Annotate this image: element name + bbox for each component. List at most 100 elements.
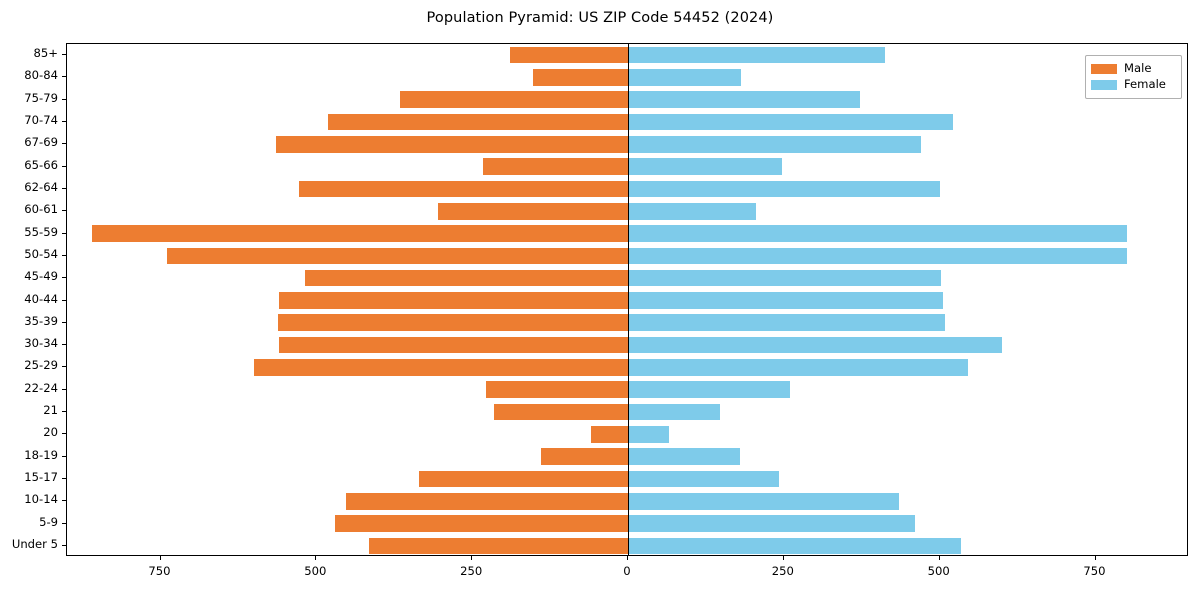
bar-male[interactable]	[540, 448, 628, 465]
bar-female[interactable]	[628, 180, 940, 198]
bar-female[interactable]	[628, 492, 900, 510]
y-axis-tick-label: 55-59	[24, 224, 58, 239]
bar-row	[67, 312, 1187, 334]
x-axis-tick-label: 0	[623, 564, 631, 578]
bar-male[interactable]	[298, 180, 628, 198]
chart-legend: Male Female	[1085, 55, 1182, 99]
y-axis-tick-label: 65-66	[24, 157, 58, 172]
zero-axis-line	[628, 44, 630, 555]
bar-female[interactable]	[628, 314, 945, 332]
bar-male[interactable]	[346, 492, 628, 510]
legend-item-female[interactable]: Female	[1091, 77, 1176, 93]
bar-female[interactable]	[628, 515, 915, 532]
bar-male[interactable]	[485, 381, 628, 398]
bar-female[interactable]	[628, 448, 741, 465]
bar-female[interactable]	[628, 470, 780, 488]
bar-male[interactable]	[275, 136, 628, 153]
bar-female[interactable]	[628, 336, 1002, 354]
bar-male[interactable]	[533, 69, 628, 86]
bar-row	[67, 445, 1187, 467]
x-axis-tick-label: 250	[460, 564, 483, 578]
bar-row	[67, 222, 1187, 244]
bar-female[interactable]	[628, 426, 669, 443]
bar-female[interactable]	[628, 292, 943, 309]
y-axis-tick-label: 15-17	[24, 469, 58, 484]
bar-female[interactable]	[628, 269, 941, 287]
y-axis-tick-label: 20	[43, 425, 58, 440]
bar-female[interactable]	[628, 158, 782, 175]
bar-female[interactable]	[628, 381, 791, 398]
bar-male[interactable]	[369, 537, 628, 555]
y-axis-tick-mark	[62, 411, 66, 413]
bar-male[interactable]	[509, 46, 628, 64]
bar-male[interactable]	[278, 292, 628, 309]
y-axis-tick-mark	[62, 433, 66, 435]
bar-female[interactable]	[628, 403, 720, 421]
bar-row	[67, 133, 1187, 155]
bar-row	[67, 111, 1187, 133]
bar-male[interactable]	[278, 336, 628, 354]
legend-item-male[interactable]: Male	[1091, 61, 1176, 77]
y-axis-tick-mark	[62, 344, 66, 346]
y-axis-tick-label: 85+	[33, 46, 58, 61]
bar-female[interactable]	[628, 225, 1127, 242]
bar-male[interactable]	[437, 202, 628, 220]
y-axis-tick-mark	[62, 544, 66, 546]
bar-row	[67, 379, 1187, 401]
bar-row	[67, 289, 1187, 311]
bar-female[interactable]	[628, 202, 756, 220]
x-axis-tick-label: 250	[771, 564, 794, 578]
bar-male[interactable]	[305, 269, 628, 287]
y-axis-tick-label: 10-14	[24, 492, 58, 507]
x-axis-tick-label: 750	[1083, 564, 1106, 578]
bar-female[interactable]	[628, 69, 742, 86]
y-axis-tick-label: 40-44	[24, 291, 58, 306]
bar-row	[67, 89, 1187, 111]
bar-male[interactable]	[590, 426, 628, 443]
bar-male[interactable]	[91, 225, 628, 242]
x-axis-tick-label: 500	[304, 564, 327, 578]
bar-female[interactable]	[628, 113, 954, 131]
bar-female[interactable]	[628, 247, 1127, 265]
bar-male[interactable]	[327, 113, 628, 131]
y-axis-tick-mark	[62, 388, 66, 390]
y-axis-tick-mark	[62, 321, 66, 323]
bar-male[interactable]	[277, 314, 628, 332]
y-axis-tick-label: 22-24	[24, 380, 58, 395]
y-axis-tick-mark	[62, 232, 66, 234]
y-axis-tick-label: 80-84	[24, 68, 58, 83]
bar-male[interactable]	[254, 359, 628, 376]
x-axis-tick-mark	[159, 556, 161, 560]
x-axis-tick-mark	[782, 556, 784, 560]
bar-male[interactable]	[166, 247, 628, 265]
bar-row	[67, 156, 1187, 178]
y-axis-tick-label: 5-9	[39, 514, 58, 529]
x-axis-tick-layer: 750 500 250 0 250 500 750	[0, 556, 1200, 600]
y-axis-tick-mark	[62, 121, 66, 123]
bar-female[interactable]	[628, 91, 860, 109]
bar-male[interactable]	[335, 515, 628, 532]
bar-male[interactable]	[400, 91, 628, 109]
y-axis-tick-mark	[62, 254, 66, 256]
legend-swatch-female-icon	[1091, 80, 1117, 90]
bar-row	[67, 334, 1187, 356]
y-axis-tick-label: 30-34	[24, 336, 58, 351]
bar-female[interactable]	[628, 46, 885, 64]
bar-row	[67, 356, 1187, 378]
bar-female[interactable]	[628, 359, 968, 376]
y-axis-tick-mark	[62, 165, 66, 167]
bar-row	[67, 44, 1187, 66]
x-axis-tick-mark	[627, 556, 628, 560]
bar-row	[67, 245, 1187, 267]
bar-female[interactable]	[628, 136, 921, 153]
y-axis-tick-mark	[62, 98, 66, 100]
x-axis-tick-mark	[471, 556, 473, 560]
x-axis-tick-mark	[315, 556, 317, 560]
y-axis-tick-label: 67-69	[24, 135, 58, 150]
bar-male[interactable]	[493, 403, 628, 421]
bar-male[interactable]	[482, 158, 628, 175]
y-axis-tick-label: 35-39	[24, 313, 58, 328]
bar-female[interactable]	[628, 537, 962, 555]
bar-male[interactable]	[419, 470, 628, 488]
bar-row	[67, 535, 1187, 555]
